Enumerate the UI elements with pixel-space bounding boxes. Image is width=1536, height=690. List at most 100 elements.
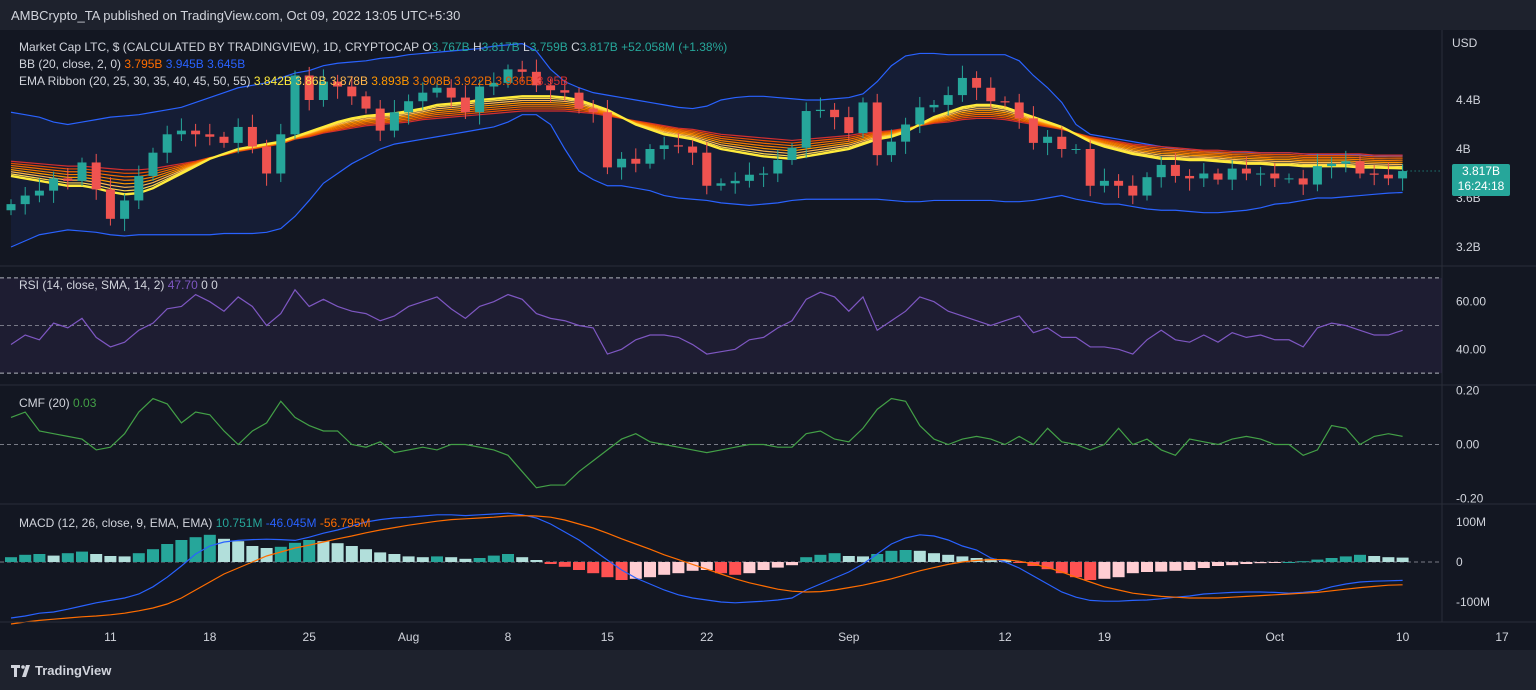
macd-hist-bar (1254, 562, 1267, 564)
macd-hist-bar (1084, 562, 1097, 580)
time-tick-label: 22 (700, 630, 714, 644)
candle-body (1099, 180, 1109, 186)
candle-body (148, 152, 158, 176)
candle-body (347, 86, 357, 97)
macd-legend[interactable]: MACD (12, 26, close, 9, EMA, EMA) 10.751… (19, 516, 371, 530)
macd-hist-bar (459, 558, 472, 562)
macd-hist-bar (132, 553, 145, 562)
macd-hist-bar (629, 562, 642, 579)
tradingview-logo-icon (11, 665, 30, 677)
change-value: +52.058M (+1.38%) (621, 40, 728, 54)
macd-hist-bar (1041, 562, 1054, 570)
candle-body (531, 71, 541, 86)
candle-body (1227, 168, 1237, 180)
chart-svg[interactable]: USD4.4B4B3.6B3.2B60.0040.000.200.00-0.20… (0, 30, 1536, 650)
cmf-tick-label: -0.20 (1456, 492, 1484, 506)
candle-body (844, 117, 854, 134)
rsi-tick-label: 60.00 (1456, 295, 1486, 309)
candle-body (333, 81, 343, 87)
open-value: 3.767B (431, 40, 470, 54)
bb-lower-line (10, 114, 1403, 248)
bb-upper-value: 3.945B (165, 57, 204, 71)
candle-body (6, 204, 16, 211)
macd-tick-label: -100M (1456, 595, 1490, 609)
macd-hist-bar (1354, 554, 1366, 562)
rsi-v3: 0 (211, 278, 218, 292)
cmf-value: 0.03 (73, 396, 97, 410)
candle-body (1355, 161, 1365, 174)
candle-body (475, 86, 485, 113)
candle-body (1085, 149, 1095, 186)
bottom-bar: TradingView (0, 650, 1536, 690)
low-key: L (523, 40, 530, 54)
candle-body (1114, 180, 1124, 186)
macd-hist-bar (871, 554, 884, 562)
candle-body (901, 124, 911, 142)
rsi-legend[interactable]: RSI (14, close, SMA, 14, 2) 47.70 0 0 (19, 278, 218, 292)
ema-value-2: 3.878B (329, 74, 372, 88)
candle-body (631, 158, 641, 164)
macd-signal-value: -56.795M (319, 516, 371, 530)
candle-body (1128, 185, 1138, 196)
cmf-line (10, 397, 1403, 489)
ema-legend[interactable]: EMA Ribbon (20, 25, 30, 35, 40, 45, 50, … (19, 74, 568, 88)
time-tick-label: 18 (203, 630, 217, 644)
macd-hist-bar (218, 538, 230, 562)
cmf-tick-label: 0.20 (1456, 383, 1480, 397)
macd-hist-bar (1226, 562, 1239, 566)
macd-hist-bar (1268, 562, 1281, 563)
high-key: H (472, 40, 482, 54)
last-price-label: 3.817B 16:24:18 (1452, 164, 1510, 196)
macd-hist-bar (175, 540, 188, 562)
ema-value-6: 3.936B (495, 74, 537, 88)
time-tick-label: 17 (1495, 630, 1509, 644)
currency-label: USD (1452, 36, 1478, 50)
candle-body (304, 75, 314, 100)
countdown-value: 16:24:18 (1457, 179, 1505, 193)
ema-values: 3.842B 3.86B 3.878B 3.893B 3.908B 3.922B… (254, 74, 568, 88)
macd-hist-bar (800, 557, 813, 562)
candle-body (602, 112, 612, 168)
bb-legend[interactable]: BB (20, close, 2, 0) 3.795B 3.945B 3.645… (19, 57, 245, 71)
macd-hist-bar (487, 555, 500, 562)
rsi-v2: 0 (201, 278, 208, 292)
candle-body (872, 102, 882, 156)
cmf-legend[interactable]: CMF (20) 0.03 (19, 396, 96, 410)
macd-hist-bar (1098, 562, 1111, 579)
candle-body (1241, 168, 1251, 174)
bb-label: BB (20, close, 2, 0) (19, 57, 122, 71)
macd-hist-bar (587, 562, 600, 574)
macd-hist-bar (1126, 562, 1139, 574)
macd-hist-bar (47, 555, 60, 562)
cmf-label: CMF (20) (19, 396, 70, 410)
macd-hist-bar (360, 549, 372, 562)
macd-hist-bar (274, 546, 287, 562)
macd-hist-bar (1297, 561, 1310, 563)
macd-hist-bar (1112, 562, 1125, 578)
price-legend[interactable]: Market Cap LTC, $ (CALCULATED BY TRADING… (19, 40, 727, 54)
macd-hist-bar (431, 556, 443, 562)
candle-body (716, 183, 726, 186)
candle-body (1170, 164, 1180, 176)
rsi-label: RSI (14, close, SMA, 14, 2) (19, 278, 165, 292)
macd-hist-bar (686, 562, 699, 571)
macd-hist-bar (33, 554, 46, 562)
candle-body (673, 145, 683, 147)
candle-body (233, 126, 243, 143)
candle-body (162, 134, 172, 153)
macd-hist-bar (1339, 556, 1352, 562)
candle-body (318, 81, 328, 100)
candle-body (1398, 171, 1408, 179)
candle-body (361, 96, 371, 109)
candle-body (588, 108, 598, 113)
candle-body (1213, 173, 1223, 180)
macd-hist-bar (786, 562, 798, 566)
macd-hist-bar (842, 556, 855, 562)
chart-area[interactable]: USD 4.4B 4B 3.6B 3.2B 60.00 40.00 0.20 0.00 -0.20… (0, 30, 1536, 650)
close-key: C (571, 40, 580, 54)
macd-hist-bar (317, 541, 330, 562)
candle-body (688, 146, 698, 153)
macd-hist-bar (1368, 556, 1381, 562)
macd-hist-bar (1155, 562, 1168, 572)
rsi-tick-label: 40.00 (1456, 342, 1486, 356)
